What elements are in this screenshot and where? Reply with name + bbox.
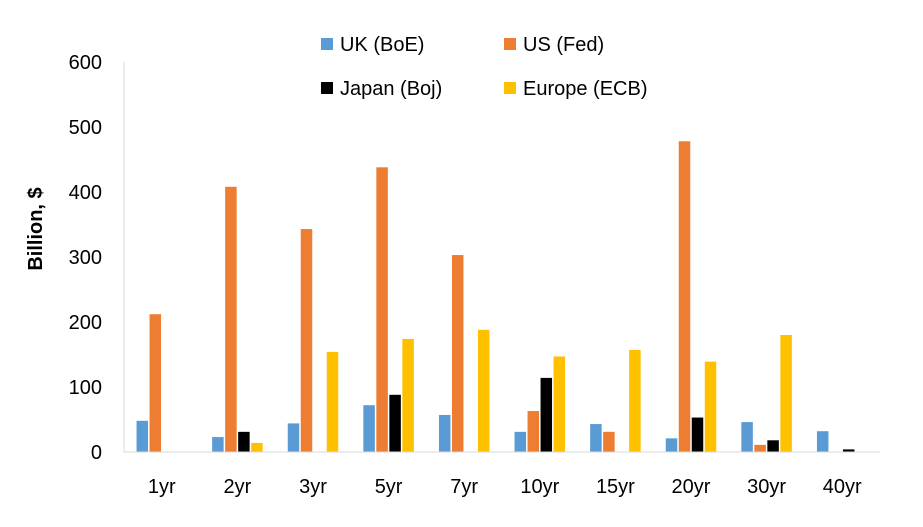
x-tick-label: 30yr [747, 476, 786, 498]
x-tick-label: 5yr [375, 476, 403, 498]
y-tick-label: 300 [69, 247, 102, 269]
legend-swatch [321, 38, 333, 50]
bar [376, 167, 388, 453]
x-tick-label: 40yr [823, 476, 862, 498]
bar [527, 411, 540, 452]
bar [363, 405, 375, 452]
legend-swatch [321, 82, 333, 94]
legend-item: Europe (ECB) [504, 78, 648, 100]
x-axis: 1yr 2yr 3yr 5yr 7yr 10yr 15yr 20yr 30yr 40yr [124, 451, 880, 498]
x-tick-label: 3yr [299, 476, 327, 498]
bar [514, 431, 527, 452]
legend-item: Japan (Boj) [321, 78, 442, 100]
bar [238, 431, 250, 452]
x-tick-label: 7yr [450, 476, 478, 498]
legend: UK (BoE) US (Fed) Japan (Boj) Europe (ECB) [321, 34, 648, 100]
x-tick-label: 1yr [148, 476, 176, 498]
bar [741, 422, 753, 452]
bar [665, 438, 678, 452]
legend-label: UK (BoE) [340, 34, 424, 56]
bar [629, 349, 641, 452]
y-axis-title: Billion, $ [25, 187, 47, 270]
bar [287, 423, 300, 452]
bar [300, 229, 313, 452]
bar [136, 420, 149, 452]
bar [767, 440, 779, 452]
x-tick-label: 15yr [596, 476, 635, 498]
y-tick-label: 500 [69, 117, 102, 139]
y-axis: 0 100 200 300 400 500 600 [69, 52, 125, 464]
bar [842, 449, 855, 452]
bar [477, 329, 490, 452]
x-tick-label: 2yr [224, 476, 252, 498]
bar [251, 442, 263, 452]
bar [754, 444, 766, 452]
bar [326, 351, 339, 452]
y-tick-label: 100 [69, 377, 102, 399]
legend-label: Europe (ECB) [523, 78, 648, 100]
bar [402, 338, 414, 452]
legend-swatch [504, 38, 516, 50]
legend-label: US (Fed) [523, 34, 604, 56]
bar [225, 186, 237, 453]
y-tick-label: 600 [69, 52, 102, 74]
bar [553, 356, 566, 452]
x-tick-label: 20yr [672, 476, 711, 498]
bar [540, 377, 553, 452]
bar [389, 394, 401, 452]
bar [691, 417, 704, 452]
y-tick-label: 400 [69, 182, 102, 204]
bar [704, 361, 717, 452]
bar [451, 255, 464, 452]
legend-item: US (Fed) [504, 34, 604, 56]
bar [212, 437, 224, 452]
y-tick-label: 0 [91, 442, 102, 464]
legend-swatch [504, 82, 516, 94]
bar [603, 431, 615, 452]
x-tick-label: 10yr [520, 476, 559, 498]
bar [149, 314, 162, 452]
bar [780, 335, 792, 452]
legend-item: UK (BoE) [321, 34, 424, 56]
y-tick-label: 200 [69, 312, 102, 334]
bar [678, 141, 691, 453]
bar [816, 431, 829, 452]
bar [590, 424, 602, 452]
legend-label: Japan (Boj) [340, 78, 442, 100]
bar [438, 414, 451, 452]
bars [136, 141, 855, 453]
